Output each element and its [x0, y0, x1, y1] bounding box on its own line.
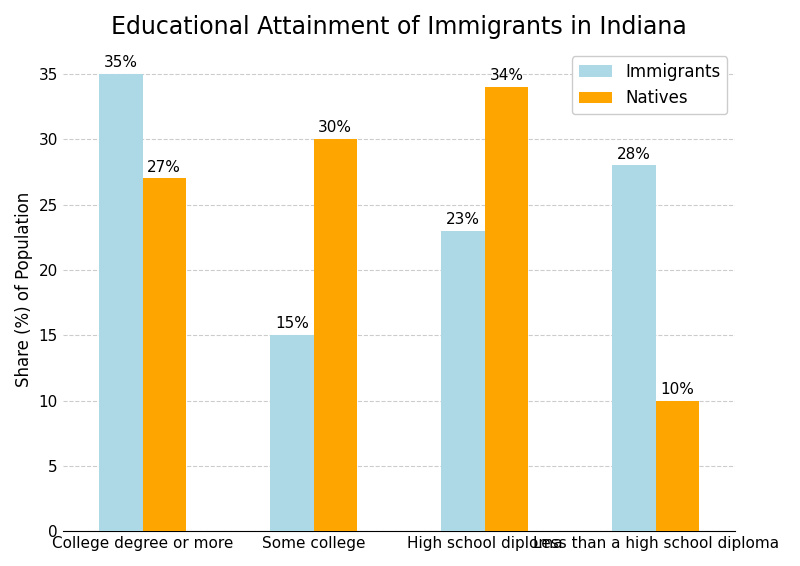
- Text: 30%: 30%: [318, 121, 352, 135]
- Bar: [142, 178, 186, 531]
- Bar: [656, 401, 699, 531]
- Bar: [99, 74, 142, 531]
- Text: 27%: 27%: [147, 160, 182, 174]
- Text: 23%: 23%: [446, 212, 480, 227]
- Bar: [612, 165, 656, 531]
- Text: 28%: 28%: [617, 147, 651, 161]
- Legend: Immigrants, Natives: Immigrants, Natives: [572, 56, 727, 114]
- Text: 35%: 35%: [104, 55, 138, 70]
- Text: 34%: 34%: [490, 68, 523, 83]
- Text: 15%: 15%: [275, 316, 309, 331]
- Bar: [270, 335, 314, 531]
- Bar: [442, 231, 485, 531]
- Y-axis label: Share (%) of Population: Share (%) of Population: [15, 192, 33, 387]
- Title: Educational Attainment of Immigrants in Indiana: Educational Attainment of Immigrants in …: [111, 15, 687, 39]
- Bar: [485, 87, 528, 531]
- Bar: [314, 139, 357, 531]
- Text: 10%: 10%: [661, 381, 694, 397]
